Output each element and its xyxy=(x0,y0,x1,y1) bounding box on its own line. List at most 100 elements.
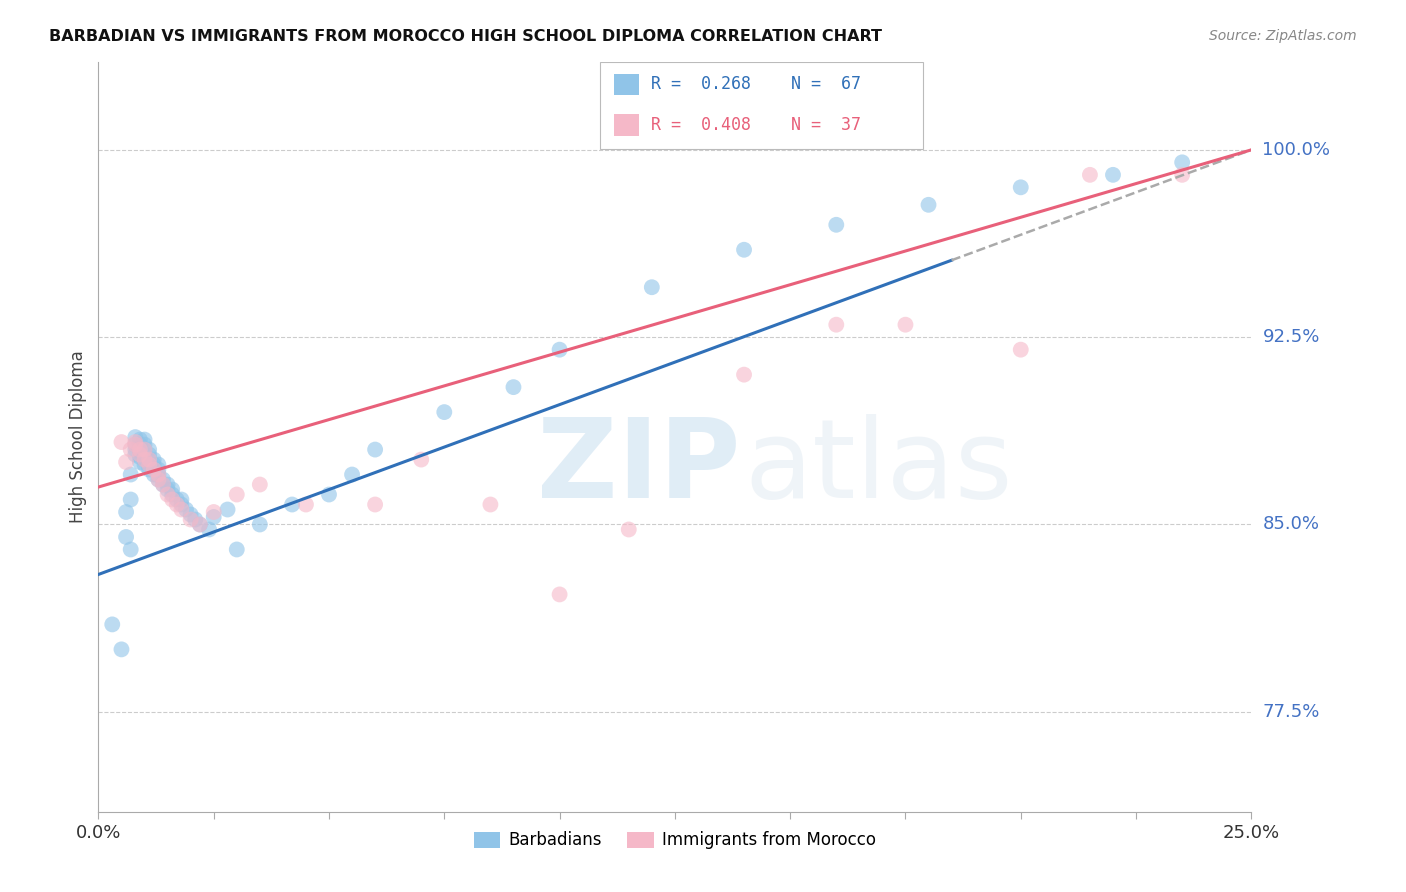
Text: atlas: atlas xyxy=(744,414,1012,521)
Point xyxy=(120,542,142,557)
Text: 100.0%: 100.0% xyxy=(1263,141,1330,159)
Point xyxy=(124,435,146,450)
Point xyxy=(138,452,160,467)
Text: 77.5%: 77.5% xyxy=(1263,703,1320,721)
Point xyxy=(142,467,165,482)
Point xyxy=(129,450,152,464)
Text: 92.5%: 92.5% xyxy=(1263,328,1320,346)
Point xyxy=(148,467,170,482)
Point xyxy=(825,218,848,232)
Point xyxy=(894,318,917,332)
Point xyxy=(188,517,211,532)
Point xyxy=(101,617,124,632)
Point xyxy=(148,458,170,472)
Point xyxy=(134,448,156,462)
Text: ZIP: ZIP xyxy=(537,414,740,521)
Point xyxy=(825,318,848,332)
Point xyxy=(202,510,225,524)
Point xyxy=(124,448,146,462)
Point xyxy=(249,477,271,491)
Point xyxy=(1010,180,1032,194)
Point xyxy=(479,498,502,512)
Text: Source: ZipAtlas.com: Source: ZipAtlas.com xyxy=(1209,29,1357,44)
Point xyxy=(170,502,193,516)
Point xyxy=(1171,168,1194,182)
Point xyxy=(110,642,132,657)
Point xyxy=(129,433,152,447)
Point xyxy=(917,198,939,212)
Point xyxy=(134,437,156,451)
Point xyxy=(166,492,188,507)
Point xyxy=(160,487,183,501)
Point xyxy=(641,280,664,294)
Point xyxy=(433,405,456,419)
Point xyxy=(129,442,152,457)
Point xyxy=(411,452,433,467)
Point xyxy=(138,452,160,467)
Point xyxy=(152,477,174,491)
Text: R =  0.268    N =  67: R = 0.268 N = 67 xyxy=(651,76,860,94)
Point xyxy=(115,455,138,469)
Point xyxy=(142,452,165,467)
Point xyxy=(156,483,179,497)
Point xyxy=(134,452,156,467)
Point xyxy=(160,483,183,497)
Point xyxy=(148,467,170,482)
Point xyxy=(129,445,152,459)
Point xyxy=(134,452,156,467)
Text: 85.0%: 85.0% xyxy=(1263,516,1319,533)
Point xyxy=(249,517,271,532)
Point xyxy=(129,455,152,469)
Point xyxy=(1078,168,1101,182)
Point xyxy=(217,502,239,516)
Point xyxy=(120,467,142,482)
Point xyxy=(129,448,152,462)
Point xyxy=(152,473,174,487)
Y-axis label: High School Diploma: High School Diploma xyxy=(69,351,87,524)
Point xyxy=(110,435,132,450)
Point xyxy=(124,442,146,457)
Point xyxy=(198,523,221,537)
Point xyxy=(364,442,387,457)
Point xyxy=(156,487,179,501)
Point xyxy=(170,492,193,507)
Point xyxy=(166,498,188,512)
Bar xyxy=(614,74,640,95)
Point xyxy=(184,512,207,526)
Point xyxy=(202,505,225,519)
Point xyxy=(170,498,193,512)
Point xyxy=(364,498,387,512)
Point xyxy=(124,437,146,451)
Point xyxy=(156,477,179,491)
Point xyxy=(152,477,174,491)
Point xyxy=(1102,168,1125,182)
Point xyxy=(120,442,142,457)
Point xyxy=(1010,343,1032,357)
Point xyxy=(138,462,160,476)
Text: BARBADIAN VS IMMIGRANTS FROM MOROCCO HIGH SCHOOL DIPLOMA CORRELATION CHART: BARBADIAN VS IMMIGRANTS FROM MOROCCO HIG… xyxy=(49,29,882,45)
Point xyxy=(180,508,202,522)
Point xyxy=(281,498,304,512)
Point xyxy=(124,437,146,451)
Point xyxy=(134,442,156,457)
Point xyxy=(134,442,156,457)
Point xyxy=(115,530,138,544)
Point xyxy=(617,523,640,537)
Point xyxy=(225,487,247,501)
Point xyxy=(124,430,146,444)
Point xyxy=(502,380,524,394)
Point xyxy=(120,492,142,507)
Point xyxy=(295,498,318,512)
Point xyxy=(148,462,170,476)
Text: R =  0.408    N =  37: R = 0.408 N = 37 xyxy=(651,116,860,134)
Point xyxy=(548,587,571,601)
Legend: Barbadians, Immigrants from Morocco: Barbadians, Immigrants from Morocco xyxy=(467,824,883,855)
Point xyxy=(548,343,571,357)
Point xyxy=(148,473,170,487)
Point xyxy=(138,458,160,472)
Point xyxy=(129,437,152,451)
Point xyxy=(180,512,202,526)
Point xyxy=(174,502,197,516)
Point xyxy=(733,368,755,382)
Point xyxy=(160,492,183,507)
